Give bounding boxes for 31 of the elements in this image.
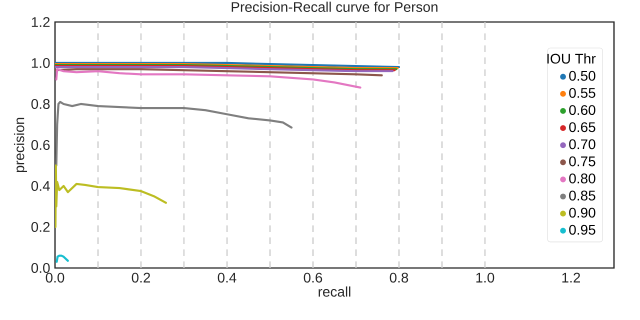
legend-label: 0.80 [569, 174, 596, 184]
legend-label: 0.95 [569, 224, 596, 235]
x-axis-title: recall [318, 286, 350, 297]
y-tick-label: 0.8 [31, 99, 50, 109]
chart-title: Precision-Recall curve for Person [232, 2, 438, 12]
x-tick-label: 0.4 [218, 272, 236, 283]
y-tick-label: 1.0 [32, 58, 50, 68]
legend-label: 0.60 [569, 105, 596, 115]
legend-label: 0.85 [569, 190, 596, 201]
legend-title: IOU Thr [547, 53, 596, 64]
x-tick-label: 0.0 [46, 272, 64, 283]
y-tick-label: 0.2 [31, 222, 50, 232]
y-tick-label: 0.6 [31, 140, 50, 150]
x-tick-label: 0.8 [390, 272, 408, 283]
legend-label: 0.55 [569, 88, 596, 98]
x-tick-label: 1.0 [476, 272, 494, 283]
legend-label: 0.90 [569, 208, 596, 218]
legend-label: 0.70 [569, 139, 596, 150]
legend-label: 0.75 [569, 156, 596, 166]
y-axis-title: precision [14, 118, 28, 172]
legend-label: 0.50 [569, 70, 596, 81]
line-series [55, 68, 362, 89]
x-tick-label: 0.2 [132, 272, 150, 283]
line-series [55, 164, 168, 228]
y-tick-label: 1.2 [32, 17, 50, 27]
x-tick-label: 1.2 [562, 272, 580, 282]
y-tick-label: 0.4 [31, 181, 50, 191]
line-series [55, 100, 293, 167]
x-tick-label: 0.6 [304, 272, 322, 283]
y-tick-label: 0.0 [31, 263, 50, 273]
legend-label: 0.65 [569, 122, 596, 132]
